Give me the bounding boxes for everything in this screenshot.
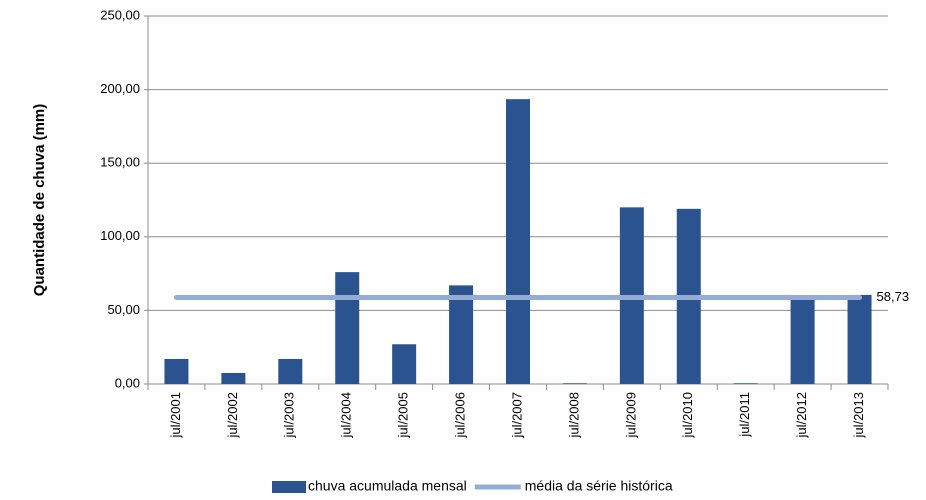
x-tick-label: jul/2001 bbox=[168, 392, 183, 439]
bar bbox=[278, 358, 303, 384]
x-tick-label: jul/2007 bbox=[509, 392, 524, 439]
legend-label: chuva acumulada mensal bbox=[308, 478, 467, 494]
bar bbox=[335, 272, 360, 384]
y-tick-label: 150,00 bbox=[100, 155, 140, 170]
x-tick-label: jul/2010 bbox=[680, 392, 695, 439]
x-tick-label: jul/2002 bbox=[225, 392, 240, 439]
bar bbox=[790, 297, 815, 384]
bar bbox=[733, 383, 758, 384]
x-tick-label: jul/2009 bbox=[623, 392, 638, 439]
bar bbox=[392, 344, 417, 384]
x-tick-label: jul/2008 bbox=[566, 392, 581, 439]
x-tick-label: jul/2006 bbox=[453, 392, 468, 439]
y-tick-label: 200,00 bbox=[100, 81, 140, 96]
bar bbox=[506, 99, 530, 384]
bar bbox=[847, 294, 872, 384]
legend-swatch bbox=[272, 481, 306, 493]
y-axis-title: Quantidade de chuva (mm) bbox=[31, 104, 48, 297]
x-tick-label: jul/2005 bbox=[396, 392, 411, 439]
y-tick-label: 0,00 bbox=[115, 375, 140, 390]
x-tick-label: jul/2004 bbox=[339, 392, 354, 439]
x-tick-label: jul/2003 bbox=[282, 392, 297, 439]
y-tick-label: 250,00 bbox=[100, 7, 140, 22]
bar bbox=[449, 285, 474, 384]
y-tick-label: 50,00 bbox=[107, 302, 140, 317]
y-tick-label: 100,00 bbox=[100, 228, 140, 243]
bar bbox=[562, 383, 587, 384]
bar bbox=[164, 358, 189, 384]
x-tick-label: jul/2013 bbox=[851, 392, 866, 439]
x-tick-label: jul/2012 bbox=[794, 392, 809, 439]
legend-label: média da série histórica bbox=[525, 478, 673, 494]
bar bbox=[221, 372, 246, 384]
x-tick-label: jul/2011 bbox=[737, 392, 752, 438]
data-label: 58,73 bbox=[877, 289, 910, 304]
